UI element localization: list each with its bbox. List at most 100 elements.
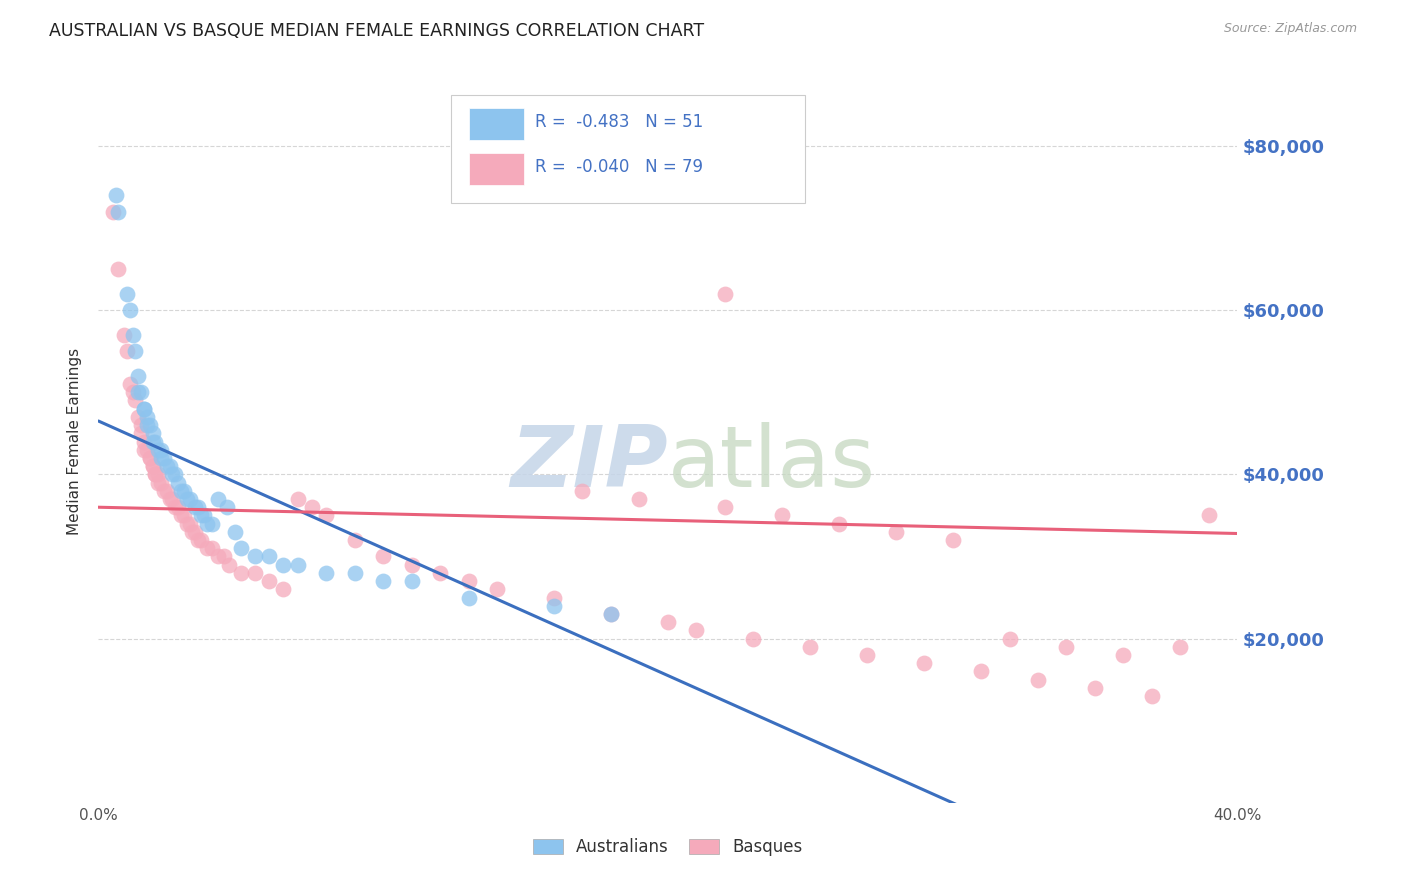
Point [401, 558, 423, 572]
Point [121, 385, 143, 400]
Point [1170, 640, 1192, 654]
Point [912, 657, 935, 671]
Legend: Australians, Basques: Australians, Basques [526, 831, 810, 863]
Point [101, 204, 124, 219]
Text: atlas: atlas [668, 422, 876, 505]
Point [121, 327, 143, 342]
Point [107, 262, 129, 277]
Point [135, 409, 157, 424]
Point [714, 286, 737, 301]
Point [165, 467, 187, 482]
Point [770, 508, 793, 523]
Point [1112, 648, 1135, 662]
Text: ZIP: ZIP [510, 422, 668, 505]
Point [104, 188, 127, 202]
Point [181, 524, 204, 539]
Point [457, 591, 479, 605]
Point [148, 475, 170, 490]
Point [127, 368, 149, 383]
Point [150, 475, 173, 490]
Point [141, 459, 163, 474]
Text: AUSTRALIAN VS BASQUE MEDIAN FEMALE EARNINGS CORRELATION CHART: AUSTRALIAN VS BASQUE MEDIAN FEMALE EARNI… [49, 22, 704, 40]
Point [543, 599, 565, 613]
FancyBboxPatch shape [451, 95, 804, 203]
Point [457, 574, 479, 588]
Point [129, 418, 152, 433]
Point [135, 442, 157, 457]
Point [195, 516, 218, 531]
Point [132, 434, 155, 449]
Point [145, 467, 167, 482]
Point [132, 401, 155, 416]
Point [141, 459, 163, 474]
Point [1056, 640, 1078, 654]
Point [215, 500, 238, 515]
Point [714, 500, 737, 515]
Text: Source: ZipAtlas.com: Source: ZipAtlas.com [1223, 22, 1357, 36]
Point [156, 459, 179, 474]
FancyBboxPatch shape [468, 108, 524, 139]
Point [190, 533, 212, 547]
Point [856, 648, 879, 662]
Point [571, 483, 593, 498]
Point [159, 491, 181, 506]
Point [685, 624, 707, 638]
Point [315, 508, 337, 523]
Point [600, 607, 623, 621]
Text: R =  -0.040   N = 79: R = -0.040 N = 79 [534, 158, 703, 176]
Point [124, 344, 146, 359]
Point [184, 524, 207, 539]
Point [173, 508, 195, 523]
Point [207, 491, 229, 506]
Point [173, 483, 195, 498]
Point [170, 483, 193, 498]
Point [828, 516, 851, 531]
Point [1140, 689, 1163, 703]
Point [127, 385, 149, 400]
Point [343, 566, 366, 580]
Point [207, 549, 229, 564]
Point [315, 566, 337, 580]
Point [148, 467, 170, 482]
Point [129, 426, 152, 441]
Point [145, 434, 167, 449]
Point [301, 500, 323, 515]
Point [259, 549, 281, 564]
Point [970, 665, 993, 679]
Point [145, 467, 167, 482]
Point [132, 401, 155, 416]
Point [179, 491, 201, 506]
Point [243, 549, 266, 564]
Point [115, 344, 138, 359]
Point [150, 442, 173, 457]
Point [162, 491, 184, 506]
Point [1026, 673, 1049, 687]
Point [115, 286, 138, 301]
Point [170, 508, 193, 523]
Point [184, 500, 207, 515]
Point [190, 508, 212, 523]
Point [138, 450, 160, 465]
Point [401, 574, 423, 588]
Point [124, 393, 146, 408]
Point [112, 327, 135, 342]
Point [176, 491, 198, 506]
Point [118, 303, 141, 318]
Point [1084, 681, 1107, 695]
Point [229, 566, 252, 580]
Point [148, 442, 170, 457]
Point [167, 475, 190, 490]
Point [998, 632, 1021, 646]
Point [132, 442, 155, 457]
Point [657, 615, 679, 630]
Point [135, 418, 157, 433]
Point [156, 483, 179, 498]
Point [201, 541, 224, 556]
Point [187, 533, 209, 547]
Point [162, 467, 184, 482]
Y-axis label: Median Female Earnings: Median Female Earnings [67, 348, 83, 535]
Point [138, 450, 160, 465]
Point [628, 491, 651, 506]
Point [1198, 508, 1220, 523]
Point [129, 385, 152, 400]
